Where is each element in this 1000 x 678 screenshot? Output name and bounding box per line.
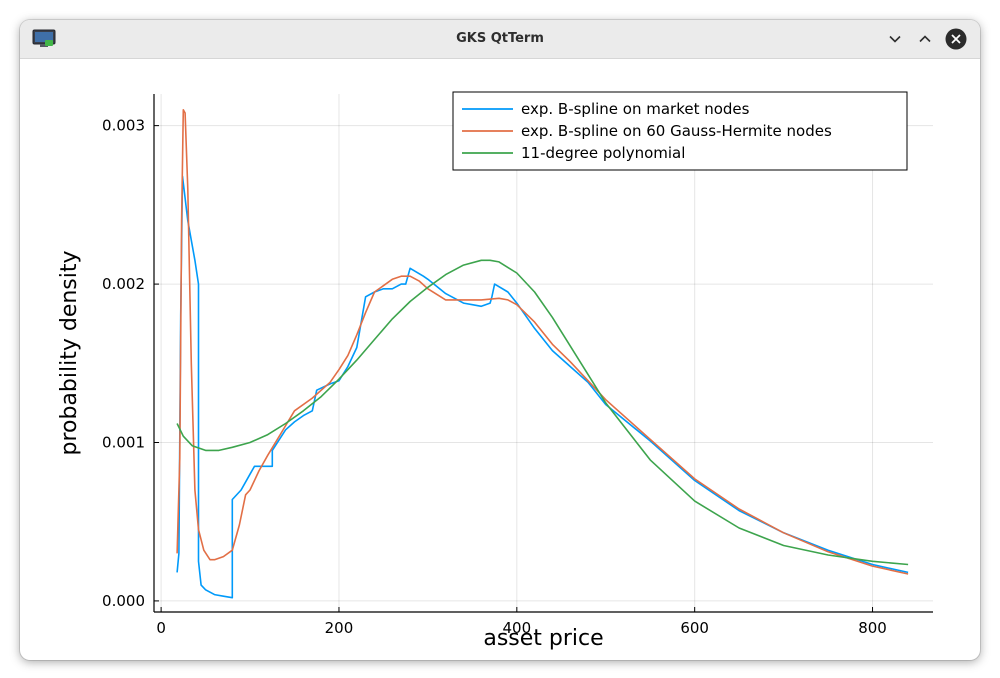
maximize-button[interactable] bbox=[913, 27, 937, 51]
y-tick-label: 0.001 bbox=[102, 434, 145, 452]
series-line-1 bbox=[176, 175, 909, 599]
tick-labels: 0 200 400 600 800 0.000 0.001 0.002 0.003 bbox=[102, 117, 887, 637]
legend-label: 11-degree polynomial bbox=[521, 144, 685, 162]
minimize-button[interactable] bbox=[883, 27, 907, 51]
grid-lines bbox=[154, 94, 933, 612]
series-line-3 bbox=[176, 259, 909, 566]
series-lines bbox=[176, 109, 909, 599]
close-button[interactable] bbox=[944, 27, 968, 51]
x-tick-label: 0 bbox=[156, 619, 166, 637]
title-bar[interactable]: GKS QtTerm bbox=[20, 20, 980, 59]
chevron-up-icon bbox=[919, 35, 931, 43]
x-tick-label: 400 bbox=[503, 619, 532, 637]
legend-box bbox=[452, 91, 908, 171]
x-tick-label: 800 bbox=[858, 619, 887, 637]
legend-label: exp. B-spline on 60 Gauss-Hermite nodes bbox=[521, 122, 832, 140]
x-axis-label: asset price bbox=[483, 626, 603, 651]
series-line-2 bbox=[176, 109, 909, 575]
density-chart: 0 200 400 600 800 0.000 0.001 0.002 0.003 asset … bbox=[57, 91, 933, 651]
legend: exp. B-spline on market nodes exp. B-spli… bbox=[452, 91, 908, 171]
chevron-down-icon bbox=[889, 35, 901, 43]
y-tick-label: 0.002 bbox=[102, 275, 145, 293]
y-tick-label: 0.003 bbox=[102, 117, 145, 135]
x-tick-label: 200 bbox=[325, 619, 354, 637]
close-icon bbox=[945, 28, 967, 50]
plot-area: 0 200 400 600 800 0.000 0.001 0.002 0.003 asset … bbox=[20, 58, 980, 660]
y-axis-label: probability density bbox=[57, 250, 82, 455]
app-window: GKS QtTerm 0 200 400 600 800 0.000 0.001 0.002 0… bbox=[20, 20, 980, 660]
axes bbox=[153, 94, 933, 613]
monitor-icon bbox=[32, 29, 56, 47]
window-title: GKS QtTerm bbox=[456, 31, 544, 46]
x-tick-label: 600 bbox=[680, 619, 709, 637]
legend-label: exp. B-spline on market nodes bbox=[521, 100, 750, 118]
y-tick-label: 0.000 bbox=[102, 592, 145, 610]
